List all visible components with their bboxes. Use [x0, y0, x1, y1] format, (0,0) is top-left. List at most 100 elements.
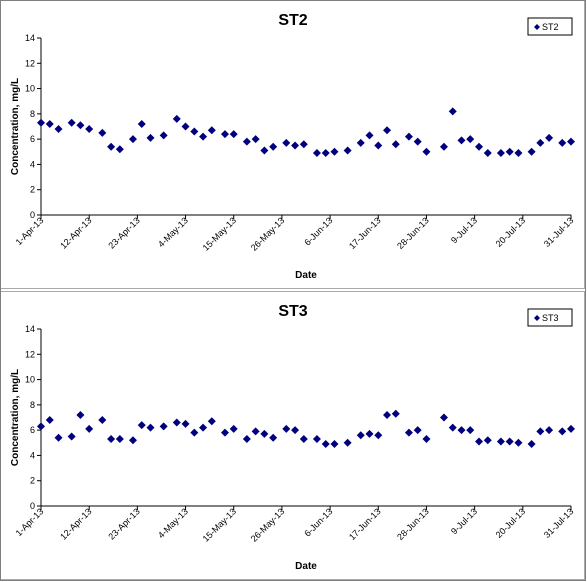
data-point-st3: [115, 434, 124, 443]
legend: ST2: [527, 17, 573, 36]
x-tick-label: 1-Apr-13: [14, 215, 46, 247]
data-point-st2: [475, 142, 484, 151]
data-point-st2: [146, 133, 155, 142]
data-point-st2: [330, 147, 339, 156]
data-point-st3: [356, 431, 365, 440]
data-point-st3: [343, 438, 352, 447]
data-point-st3: [67, 432, 76, 441]
data-point-st2: [404, 132, 413, 141]
data-point-st2: [199, 132, 208, 141]
data-point-st2: [98, 128, 107, 137]
y-tick-label: 12: [25, 58, 35, 68]
data-point-st2: [496, 149, 505, 158]
data-point-st3: [383, 410, 392, 419]
data-point-st2: [128, 135, 137, 144]
x-tick-label: 6-Jun-13: [302, 215, 334, 247]
data-point-st2: [37, 118, 45, 127]
data-point-st3: [98, 416, 107, 425]
data-point-st3: [229, 424, 238, 433]
data-point-st2: [457, 136, 466, 145]
data-point-st3: [448, 423, 457, 432]
data-point-st3: [251, 427, 260, 436]
data-point-st2: [45, 119, 54, 128]
chart-panel-st3: ST3 0 2 4 6 8 10 12 14 1-Apr-13 12-Apr-13 23-Apr-13…: [0, 291, 585, 580]
data-point-st2: [312, 149, 321, 158]
y-tick-label: 0: [30, 210, 35, 220]
y-tick-label: 14: [25, 33, 35, 43]
data-point-st3: [312, 434, 321, 443]
data-point-st3: [457, 426, 466, 435]
y-tick-label: 6: [30, 425, 35, 435]
data-point-st2: [181, 122, 190, 131]
data-point-st3: [404, 428, 413, 437]
x-tick-label: 26-May-13: [249, 215, 286, 252]
data-point-st2: [282, 138, 291, 147]
data-point-st2: [251, 135, 260, 144]
data-point-st2: [527, 147, 536, 156]
data-point-st2: [85, 125, 94, 134]
x-tick-label: 6-Jun-13: [302, 506, 334, 538]
data-point-st2: [107, 142, 116, 151]
y-axis-title: Concentration, mg/L: [10, 369, 21, 466]
legend-marker: [534, 315, 540, 321]
data-point-st2: [207, 126, 216, 135]
data-point-st2: [536, 138, 545, 147]
data-point-st2: [545, 133, 554, 142]
x-tick-label: 15-May-13: [201, 215, 238, 252]
data-point-st3: [199, 423, 208, 432]
data-point-st3: [260, 429, 269, 438]
x-tick-label: 23-Apr-13: [106, 215, 141, 250]
data-point-st2: [54, 125, 63, 134]
legend-box: [527, 308, 573, 327]
data-point-st3: [291, 426, 300, 435]
y-tick-label: 2: [30, 476, 35, 486]
x-tick-label: 4-May-13: [156, 215, 190, 249]
data-point-st2: [413, 137, 422, 146]
y-tick-label: 10: [25, 84, 35, 94]
y-tick-label: 8: [30, 109, 35, 119]
x-tick-label: 20-Jul-13: [494, 506, 528, 540]
data-point-st3: [475, 437, 484, 446]
data-point-st3: [536, 427, 545, 436]
data-point-st3: [146, 423, 155, 432]
data-point-st2: [558, 138, 567, 147]
data-point-st3: [54, 433, 63, 442]
data-point-st3: [128, 436, 137, 445]
data-point-st3: [207, 417, 216, 426]
legend-label: ST2: [542, 22, 559, 32]
data-point-st3: [242, 434, 251, 443]
y-tick-label: 6: [30, 134, 35, 144]
data-point-st3: [567, 424, 575, 433]
data-point-st3: [439, 413, 448, 422]
legend-label: ST3: [542, 313, 559, 323]
data-point-st2: [505, 147, 514, 156]
data-point-st2: [391, 140, 400, 149]
data-point-st2: [242, 137, 251, 146]
data-point-st2: [76, 121, 85, 130]
x-tick-label: 1-Apr-13: [14, 506, 46, 538]
data-point-st3: [413, 426, 422, 435]
data-point-st3: [137, 421, 146, 430]
chart-title: ST3: [278, 303, 307, 320]
x-tick-label: 9-Jul-13: [449, 506, 479, 536]
x-tick-label: 28-Jun-13: [395, 215, 431, 251]
data-point-st3: [190, 428, 199, 437]
data-point-st3: [466, 426, 475, 435]
x-tick-label: 20-Jul-13: [494, 215, 528, 249]
x-tick-label: 17-Jun-13: [347, 506, 383, 542]
y-tick-label: 12: [25, 349, 35, 359]
x-tick-label: 15-May-13: [201, 506, 238, 543]
data-point-st3: [172, 418, 181, 427]
x-tick-label: 31-Jul-13: [542, 215, 576, 249]
y-tick-label: 14: [25, 324, 35, 334]
data-point-st2: [137, 119, 146, 128]
data-point-st2: [260, 146, 269, 155]
data-point-st2: [220, 130, 229, 139]
chart-title: ST2: [278, 12, 307, 29]
x-tick-label: 31-Jul-13: [542, 506, 576, 540]
data-point-st3: [220, 428, 229, 437]
x-tick-label: 9-Jul-13: [449, 215, 479, 245]
x-tick-label: 12-Apr-13: [58, 506, 93, 541]
data-point-st3: [299, 434, 308, 443]
data-point-st3: [365, 429, 374, 438]
